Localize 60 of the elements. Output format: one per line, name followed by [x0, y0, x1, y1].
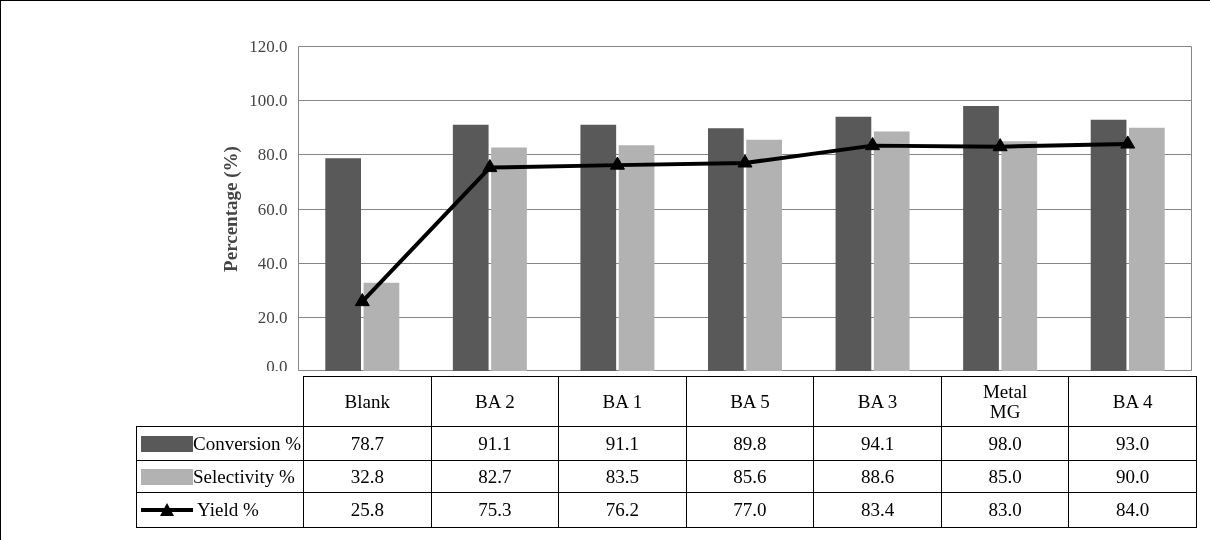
legend-label: Selectivity % — [136, 460, 304, 493]
data-label: 88.6 — [813, 460, 942, 493]
data-label: 78.7 — [303, 426, 432, 461]
data-label: 89.8 — [686, 426, 814, 461]
data-label: 93.0 — [1068, 426, 1197, 461]
data-label: 83.5 — [558, 460, 687, 493]
data-label: 83.0 — [941, 492, 1069, 528]
y-tick-label: 0.0 — [266, 356, 288, 376]
data-label: 25.8 — [303, 492, 432, 528]
y-tick-label: 40.0 — [257, 253, 288, 273]
x-tick-label: BA 4 — [1068, 376, 1197, 427]
bar — [325, 158, 362, 371]
data-label: 85.0 — [941, 460, 1069, 493]
data-label: 98.0 — [941, 426, 1069, 461]
data-label: 82.7 — [431, 460, 559, 493]
y-tick-label: 120.0 — [249, 37, 288, 56]
x-tick-label: BA 2 — [431, 376, 559, 427]
point — [1120, 135, 1136, 149]
point — [865, 137, 881, 151]
point — [992, 138, 1008, 152]
x-tick-label: BA 5 — [686, 376, 814, 427]
bar — [835, 116, 872, 371]
point — [354, 293, 370, 307]
x-tick-label: BA 1 — [558, 376, 687, 427]
point — [737, 154, 753, 168]
data-label: 76.2 — [558, 492, 687, 528]
point — [609, 156, 625, 170]
data-label: 94.1 — [813, 426, 942, 461]
data-label: 91.1 — [558, 426, 687, 461]
bar — [1001, 141, 1038, 371]
legend-label: Conversion % — [136, 426, 304, 461]
y-axis-title: Percentage (%) — [220, 146, 243, 272]
y-tick-label: 100.0 — [249, 91, 288, 111]
point — [482, 158, 498, 173]
data-label: 84.0 — [1068, 492, 1197, 528]
bar — [1128, 127, 1165, 371]
bar — [1090, 119, 1127, 371]
y-tick-label: 20.0 — [257, 307, 288, 327]
data-label: 91.1 — [431, 426, 559, 461]
bar — [708, 128, 744, 371]
bar — [963, 106, 999, 371]
x-tick-label: BA 3 — [813, 376, 942, 427]
bar — [746, 139, 782, 371]
bar — [491, 147, 527, 371]
legend-label: Yield % — [136, 492, 304, 528]
y-tick-label: 60.0 — [257, 199, 288, 219]
bar — [873, 131, 910, 371]
data-label: 77.0 — [686, 492, 814, 528]
x-tick-label: Blank — [303, 376, 432, 427]
y-tick-label: 80.0 — [257, 145, 288, 165]
bar — [618, 145, 655, 371]
bar — [580, 124, 617, 371]
x-tick-label: Metal MG — [941, 376, 1069, 427]
data-label: 75.3 — [431, 492, 559, 528]
data-label: 90.0 — [1068, 460, 1197, 493]
data-label: 83.4 — [813, 492, 942, 528]
data-label: 32.8 — [303, 460, 432, 493]
data-label: 85.6 — [686, 460, 814, 493]
bar — [452, 124, 489, 371]
bar — [363, 282, 400, 371]
